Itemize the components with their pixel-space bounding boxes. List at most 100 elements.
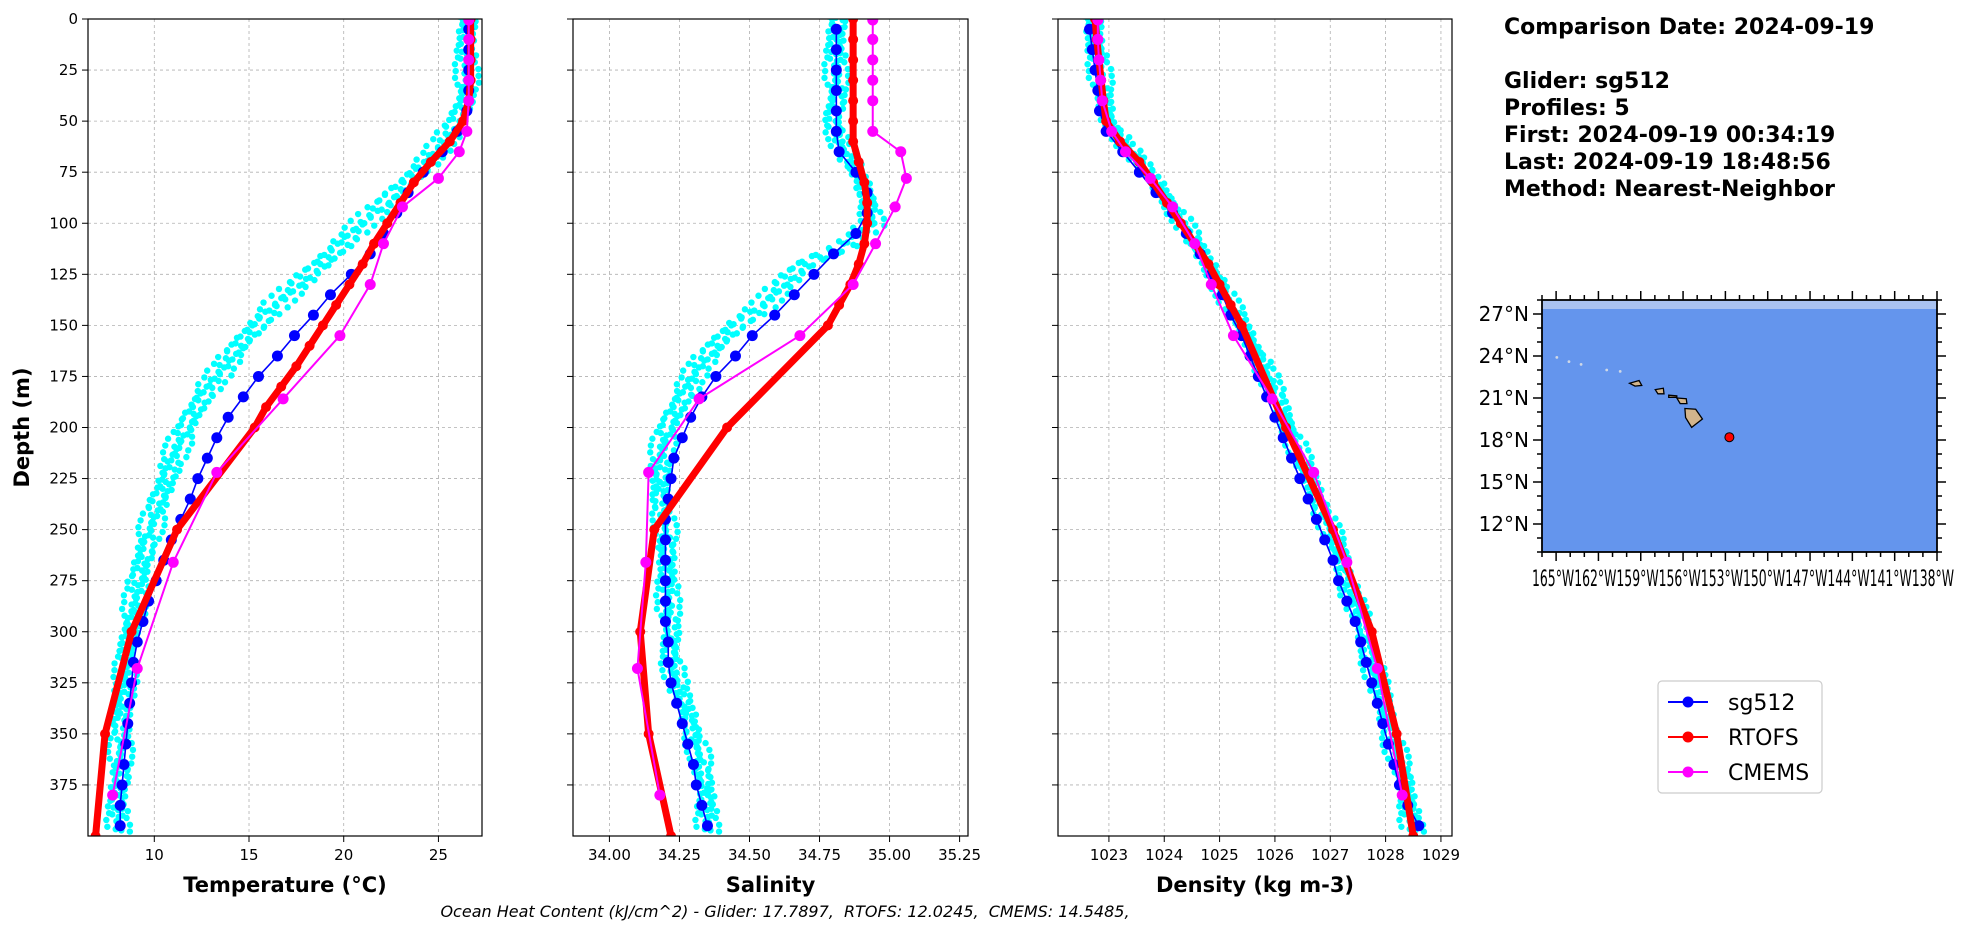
scatter-point <box>298 290 306 297</box>
tick-label-y: 300 <box>49 623 78 641</box>
scatter-point <box>665 588 672 596</box>
scatter-point <box>795 276 803 284</box>
scatter-point <box>829 97 836 104</box>
series-point-sg512 <box>1302 493 1314 505</box>
scatter-point <box>739 324 746 331</box>
series-point-rtofs <box>848 75 859 86</box>
scatter-point <box>111 667 118 674</box>
scatter-point <box>870 195 877 202</box>
scatter-point <box>111 660 118 667</box>
scatter-point <box>712 814 719 822</box>
scatter-point <box>674 413 681 420</box>
scatter-point <box>374 207 381 215</box>
series-point-sg512 <box>659 534 671 546</box>
x-axis-label: Salinity <box>726 873 816 897</box>
scatter-point <box>673 522 680 529</box>
map-lat-label: 24°N <box>1479 344 1529 368</box>
scatter-point <box>836 38 844 46</box>
scatter-point <box>795 259 802 267</box>
tick-label-x: 1026 <box>1256 846 1294 864</box>
tick-label-y: 50 <box>59 112 78 130</box>
scatter-point <box>125 621 132 629</box>
scatter-point <box>367 214 374 221</box>
scatter-point <box>1231 290 1238 297</box>
plot-area <box>1082 19 1428 836</box>
scatter-point <box>128 753 136 760</box>
tick-label-y: 250 <box>49 521 78 539</box>
scatter-point <box>203 383 210 390</box>
series-point-rtofs <box>458 116 469 127</box>
scatter-point <box>686 692 694 699</box>
scatter-point <box>321 263 328 270</box>
series-point-sg512 <box>1366 677 1378 689</box>
scatter-point <box>302 283 309 291</box>
scatter-point <box>841 59 848 66</box>
scatter-point <box>649 477 656 484</box>
scatter-point <box>216 371 224 378</box>
scatter-point <box>126 821 134 828</box>
scatter-point <box>826 55 834 62</box>
series-point-rtofs <box>859 177 870 188</box>
scatter-point <box>838 93 845 100</box>
scatter-point <box>654 598 661 606</box>
series-point-rtofs <box>848 95 859 106</box>
scatter-point <box>667 562 675 570</box>
scatter-point <box>841 19 849 25</box>
scatter-point <box>134 588 141 596</box>
scatter-point <box>761 285 769 293</box>
series-point-sg512 <box>676 432 688 444</box>
map-lon-labels: 165°W162°W159°W156°W153°W150°W147°W144°W… <box>1532 567 1954 592</box>
scatter-point <box>828 19 836 23</box>
scatter-point <box>1346 588 1353 596</box>
scatter-point <box>672 651 679 658</box>
series-point-sg512 <box>131 636 143 648</box>
scatter-point <box>188 440 196 447</box>
panel-density: 1023 1024 1025 1026 1027 1028 1029 Density (kg … <box>1052 18 1460 897</box>
scatter-point <box>142 576 149 583</box>
series-point-cmems <box>378 238 389 250</box>
scatter-point <box>204 367 211 374</box>
scatter-point <box>678 406 686 413</box>
scatter-point <box>671 624 678 631</box>
scatter-point <box>135 530 143 538</box>
series-point-rtofs <box>1214 279 1225 290</box>
scatter-point <box>1384 755 1392 762</box>
series-point-sg512 <box>1294 473 1306 485</box>
scatter-point <box>880 215 888 223</box>
scatter-point <box>1195 229 1203 236</box>
scatter-point <box>374 198 381 205</box>
scatter-point <box>701 357 708 364</box>
scatter-point <box>128 651 136 658</box>
location-map: 27°N 24°N 21°N 18°N 15°N 12°N 165°W162°W159°W1… <box>1479 291 1954 592</box>
scatter-point <box>336 249 344 257</box>
tick-label-y: 200 <box>49 419 78 437</box>
series-point-rtofs <box>304 340 315 351</box>
scatter-point <box>116 647 123 655</box>
scatter-point <box>228 372 235 379</box>
scatter-point <box>1297 433 1304 440</box>
series-point-sg512 <box>850 227 862 239</box>
scatter-point <box>160 471 168 479</box>
series-point-sg512 <box>1371 697 1383 709</box>
scatter-point <box>674 617 682 624</box>
scatter-point <box>159 449 167 456</box>
series-point-rtofs <box>261 402 272 413</box>
scatter-point <box>139 540 146 547</box>
legend-box <box>1657 680 1823 794</box>
scatter-point <box>188 433 196 440</box>
scatter-point <box>209 392 216 400</box>
series-point-sg512 <box>288 330 300 342</box>
series-point-sg512 <box>659 554 671 566</box>
series-point-sg512 <box>192 473 204 485</box>
scatter-point <box>825 103 832 110</box>
series-point-rtofs <box>722 422 733 433</box>
scatter-point <box>705 780 712 788</box>
scatter-point <box>696 385 703 393</box>
scatter-point <box>1275 372 1282 379</box>
scatter-point <box>192 419 199 427</box>
scatter-point <box>425 151 433 159</box>
scatter-point <box>1415 807 1423 815</box>
scatter-point <box>1339 528 1346 536</box>
scatter-point <box>707 760 715 767</box>
scatter-point <box>161 515 169 522</box>
